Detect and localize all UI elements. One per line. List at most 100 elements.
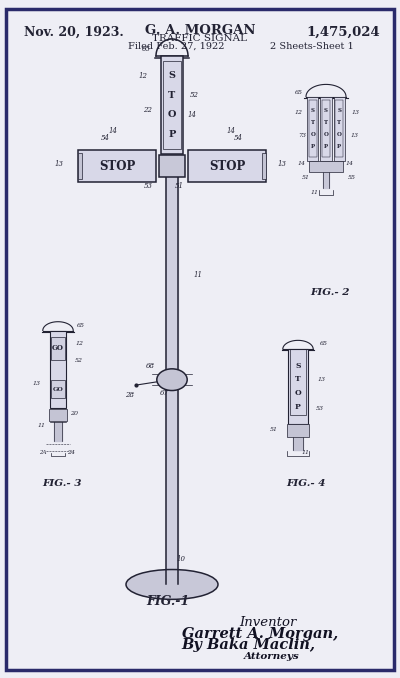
Text: 12: 12 <box>139 72 148 79</box>
Text: 68: 68 <box>146 362 154 370</box>
Bar <box>334 97 345 161</box>
Text: 13: 13 <box>318 376 326 382</box>
Text: By Baka Maclin,: By Baka Maclin, <box>181 638 315 652</box>
Text: O: O <box>168 111 176 119</box>
Text: 13: 13 <box>33 381 41 386</box>
Text: T: T <box>168 91 176 100</box>
Text: 53: 53 <box>144 182 153 191</box>
Text: S: S <box>295 361 301 370</box>
Text: S: S <box>311 108 315 113</box>
Text: STOP: STOP <box>99 159 135 173</box>
Text: P: P <box>311 144 315 149</box>
Bar <box>309 100 317 157</box>
Text: FIG.- 3: FIG.- 3 <box>42 479 82 488</box>
Text: 11: 11 <box>38 423 46 428</box>
Text: 65: 65 <box>295 90 303 95</box>
Text: T: T <box>311 120 315 125</box>
Text: 13: 13 <box>352 111 360 115</box>
Bar <box>188 150 266 182</box>
Bar <box>335 100 343 157</box>
Text: 65: 65 <box>77 323 85 327</box>
Ellipse shape <box>157 369 187 391</box>
Text: S: S <box>168 71 176 80</box>
Text: 10: 10 <box>176 555 185 563</box>
Text: 55: 55 <box>348 176 356 180</box>
Text: FIG.- 2: FIG.- 2 <box>310 288 350 297</box>
Text: S: S <box>324 108 328 113</box>
Text: 11: 11 <box>301 450 309 455</box>
Bar <box>51 337 65 360</box>
Bar <box>262 153 266 179</box>
Text: FIG.- 4: FIG.- 4 <box>286 479 326 488</box>
Text: S: S <box>337 108 341 113</box>
Text: P: P <box>168 130 176 139</box>
Text: 14: 14 <box>109 127 118 135</box>
Text: 14: 14 <box>226 127 235 135</box>
Text: T: T <box>295 376 301 383</box>
Text: G. A. MORGAN: G. A. MORGAN <box>145 24 255 37</box>
Text: 14: 14 <box>188 111 196 119</box>
Text: 52: 52 <box>75 358 83 363</box>
Text: P: P <box>295 403 301 411</box>
Text: 51: 51 <box>270 426 278 432</box>
Text: O: O <box>295 389 301 397</box>
Text: 14: 14 <box>346 161 354 165</box>
Text: 12: 12 <box>75 340 83 346</box>
Bar <box>78 153 82 179</box>
Bar <box>320 97 332 161</box>
Bar <box>307 97 318 161</box>
Text: Garrett A. Morgan,: Garrett A. Morgan, <box>182 627 338 641</box>
Bar <box>78 150 156 182</box>
Text: FIG.-1: FIG.-1 <box>146 595 190 607</box>
Text: GO: GO <box>53 386 63 391</box>
Text: 52: 52 <box>190 92 199 99</box>
Bar <box>50 330 66 408</box>
Text: 73: 73 <box>298 133 306 138</box>
Text: Filed Feb. 27, 1922: Filed Feb. 27, 1922 <box>128 42 224 51</box>
Text: 65: 65 <box>142 45 150 53</box>
Bar <box>322 100 330 157</box>
Text: 11: 11 <box>311 191 319 195</box>
Ellipse shape <box>126 570 218 599</box>
Bar <box>159 155 185 177</box>
Text: 54: 54 <box>234 134 243 142</box>
Text: 2 Sheets-Sheet 1: 2 Sheets-Sheet 1 <box>270 42 354 51</box>
Text: O: O <box>337 132 342 137</box>
Text: 12: 12 <box>295 111 303 115</box>
Text: 13: 13 <box>278 160 286 168</box>
Text: T: T <box>337 120 341 125</box>
Bar <box>51 380 65 397</box>
Text: 14: 14 <box>298 161 306 165</box>
Text: 67: 67 <box>160 389 168 397</box>
Text: 2A: 2A <box>39 450 46 455</box>
Text: P: P <box>324 144 328 149</box>
Text: T: T <box>324 120 328 125</box>
Text: 65: 65 <box>320 341 328 346</box>
Text: Attorneys: Attorneys <box>244 652 300 661</box>
Bar <box>163 61 181 149</box>
Bar <box>288 349 308 424</box>
Text: 54: 54 <box>101 134 110 142</box>
Text: 11: 11 <box>194 271 202 279</box>
Text: 51: 51 <box>175 182 184 191</box>
Text: Nov. 20, 1923.: Nov. 20, 1923. <box>24 26 124 39</box>
Text: 28: 28 <box>126 391 134 399</box>
Text: P: P <box>337 144 341 149</box>
Text: 51: 51 <box>302 176 310 180</box>
Text: O: O <box>310 132 315 137</box>
Bar <box>309 161 343 172</box>
Bar <box>290 349 306 415</box>
Text: 1,475,024: 1,475,024 <box>306 26 380 39</box>
Text: STOP: STOP <box>209 159 245 173</box>
Bar <box>161 56 183 155</box>
Bar <box>288 424 308 437</box>
Text: TRAFFIC SIGNAL: TRAFFIC SIGNAL <box>152 34 248 43</box>
Bar <box>49 409 67 421</box>
Text: 13: 13 <box>351 133 359 138</box>
Text: Inventor: Inventor <box>239 616 297 629</box>
Text: 53: 53 <box>316 406 324 412</box>
Text: 20: 20 <box>70 412 78 416</box>
Text: 13: 13 <box>54 160 63 168</box>
Text: 22: 22 <box>144 106 152 114</box>
Text: 24: 24 <box>67 450 75 455</box>
